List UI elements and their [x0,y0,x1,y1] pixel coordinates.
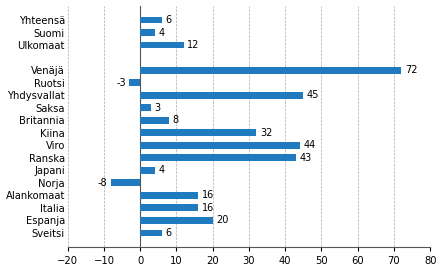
Bar [140,42,184,48]
Text: 43: 43 [300,153,312,163]
Bar [140,117,169,124]
Bar [140,17,162,23]
Text: 4: 4 [158,165,164,175]
Text: -8: -8 [98,178,107,188]
Text: 8: 8 [173,115,179,125]
Text: 45: 45 [307,90,319,100]
Bar [140,67,401,73]
Text: 6: 6 [166,15,171,25]
Bar [140,192,198,199]
Text: 16: 16 [202,190,214,200]
Bar [140,104,151,111]
Bar [140,230,162,236]
Text: 20: 20 [216,215,229,225]
Text: 16: 16 [202,203,214,213]
Bar [140,129,256,136]
Bar [140,217,213,224]
Bar [140,92,303,99]
Bar [140,29,155,36]
Text: 3: 3 [155,103,161,113]
Text: 32: 32 [260,128,272,138]
Bar [111,180,140,186]
Text: 44: 44 [303,140,316,150]
Bar [140,205,198,211]
Bar [140,167,155,174]
Text: 6: 6 [166,228,171,238]
Text: 12: 12 [187,40,200,50]
Text: 72: 72 [405,65,417,75]
Text: 4: 4 [158,27,164,38]
Bar [140,154,296,161]
Bar [140,142,300,149]
Bar [130,79,140,86]
Text: -3: -3 [116,78,126,88]
